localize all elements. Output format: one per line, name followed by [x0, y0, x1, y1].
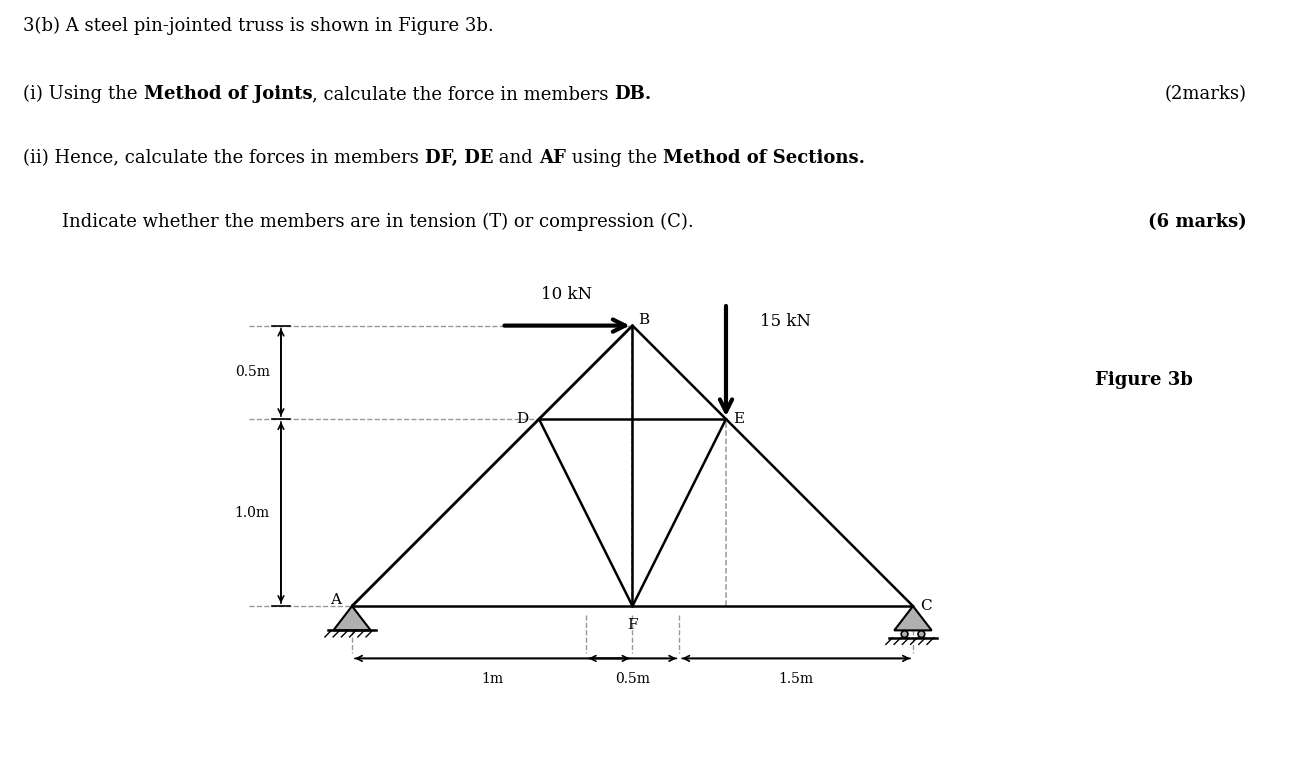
- Text: (2marks): (2marks): [1165, 85, 1247, 103]
- Text: D: D: [516, 412, 529, 426]
- Text: 10 kN: 10 kN: [542, 287, 592, 303]
- Polygon shape: [894, 606, 932, 630]
- Circle shape: [901, 631, 908, 638]
- Text: Indicate whether the members are in tension (T) or compression (C).: Indicate whether the members are in tens…: [62, 213, 693, 231]
- Text: Figure 3b: Figure 3b: [1095, 371, 1194, 389]
- Text: 15 kN: 15 kN: [759, 313, 810, 331]
- Text: Method of Sections.: Method of Sections.: [662, 149, 864, 167]
- Text: Method of Joints: Method of Joints: [144, 85, 312, 103]
- Text: DF, DE: DF, DE: [425, 149, 494, 167]
- Text: 1.0m: 1.0m: [235, 505, 270, 520]
- Text: B: B: [638, 313, 649, 327]
- Text: (i) Using the: (i) Using the: [23, 85, 144, 103]
- Text: and: and: [494, 149, 539, 167]
- Text: DB.: DB.: [614, 85, 652, 103]
- Text: (6 marks): (6 marks): [1148, 213, 1247, 231]
- Circle shape: [918, 631, 925, 638]
- Text: 1.5m: 1.5m: [779, 672, 814, 686]
- Text: AF: AF: [539, 149, 565, 167]
- Text: 0.5m: 0.5m: [235, 366, 270, 379]
- Text: using the: using the: [565, 149, 662, 167]
- Text: F: F: [627, 618, 638, 632]
- Text: A: A: [329, 594, 341, 607]
- Text: (ii) Hence, calculate the forces in members: (ii) Hence, calculate the forces in memb…: [23, 149, 425, 167]
- Text: 1m: 1m: [481, 672, 503, 686]
- Text: 0.5m: 0.5m: [616, 672, 651, 686]
- Text: , calculate the force in members: , calculate the force in members: [312, 85, 614, 103]
- Text: E: E: [734, 412, 745, 426]
- Text: C: C: [920, 599, 932, 613]
- Polygon shape: [333, 606, 371, 630]
- Text: 3(b) A steel pin-jointed truss is shown in Figure 3b.: 3(b) A steel pin-jointed truss is shown …: [23, 17, 494, 35]
